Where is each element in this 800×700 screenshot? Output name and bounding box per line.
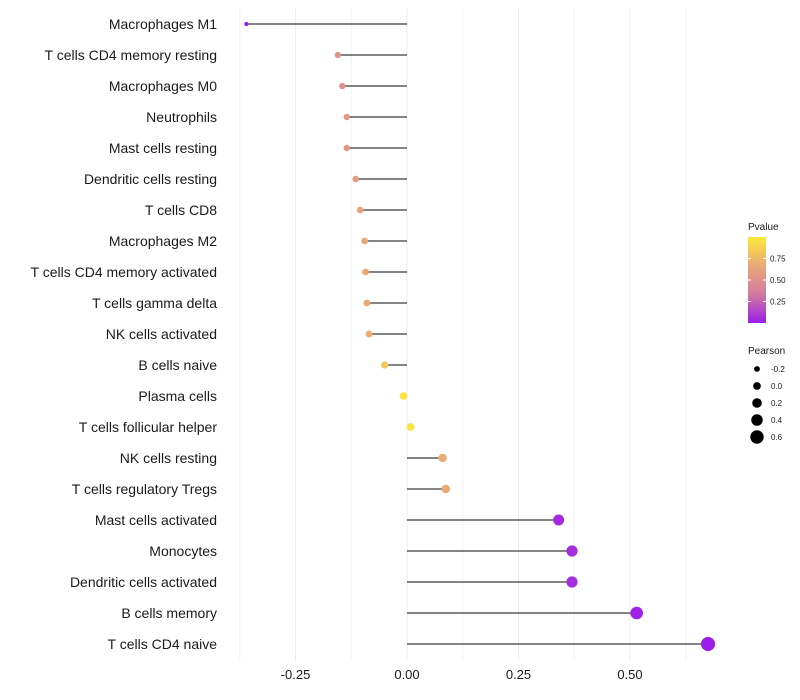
category-label: T cells regulatory Tregs <box>72 481 217 497</box>
lollipop-dot <box>553 514 565 526</box>
lollipop-dot <box>438 453 447 463</box>
category-label: NK cells activated <box>106 326 217 342</box>
pvalue-legend-title: Pvalue <box>748 222 779 233</box>
lollipop-dot <box>399 392 408 400</box>
pearson-legend-label: 0.4 <box>771 416 783 425</box>
category-label: B cells memory <box>121 605 217 621</box>
category-label: T cells CD4 naive <box>108 636 218 652</box>
pearson-legend-dot <box>753 382 761 390</box>
category-label: Dendritic cells resting <box>84 171 217 187</box>
category-label: Plasma cells <box>138 388 217 404</box>
pearson-legend-dot <box>754 366 760 372</box>
category-label: Macrophages M2 <box>109 233 217 249</box>
grid-lines <box>239 8 687 660</box>
category-label: Neutrophils <box>146 109 217 125</box>
lollipop-dot <box>339 82 346 90</box>
pearson-legend-dot <box>750 430 764 444</box>
lollipop-dot <box>365 330 373 338</box>
pvalue-colorbar <box>748 237 766 323</box>
lollipop-dot <box>361 237 369 245</box>
pearson-legend-dot <box>751 414 763 426</box>
category-label: T cells CD8 <box>145 202 217 218</box>
lollipop-dot <box>441 484 451 494</box>
category-label: NK cells resting <box>120 450 217 466</box>
lollipop-stems <box>246 23 709 645</box>
pearson-legend-label: 0.0 <box>771 382 783 391</box>
lollipop-dot <box>566 545 578 557</box>
category-label: B cells naive <box>138 357 217 373</box>
category-label: Monocytes <box>149 543 217 559</box>
category-label: Mast cells activated <box>95 512 217 528</box>
lollipop-dot <box>352 175 360 183</box>
category-label: T cells gamma delta <box>92 295 217 311</box>
lollipop-dot <box>700 636 716 652</box>
lollipop-dot <box>343 144 350 152</box>
pvalue-legend-label: 0.50 <box>770 276 786 285</box>
category-label: T cells follicular helper <box>79 419 218 435</box>
pearson-legend-dot <box>752 398 762 408</box>
x-tick-label: -0.25 <box>281 667 311 682</box>
lollipop-dot <box>244 21 249 27</box>
lollipop-dot <box>362 268 369 276</box>
category-label: Mast cells resting <box>109 140 217 156</box>
category-label: T cells CD4 memory activated <box>31 264 217 280</box>
category-label: Macrophages M0 <box>109 78 217 94</box>
lollipop-dots <box>244 21 716 652</box>
pearson-legend-label: -0.2 <box>771 365 785 374</box>
lollipop-dot <box>406 423 415 431</box>
category-label: Macrophages M1 <box>109 16 217 32</box>
lollipop-dot <box>356 206 364 214</box>
lollipop-dot <box>630 606 643 620</box>
lollipop-dot <box>334 51 341 59</box>
x-axis-ticks: -0.25 0.00 0.25 0.50 <box>281 667 643 682</box>
lollipop-dot <box>343 113 350 121</box>
pvalue-legend-label: 0.25 <box>770 298 786 307</box>
lollipop-dot <box>363 299 371 307</box>
lollipop-dot <box>381 361 389 369</box>
category-labels: Macrophages M1 T cells CD4 memory resting… <box>31 16 218 652</box>
category-label: T cells CD4 memory resting <box>45 47 217 63</box>
pvalue-legend-label: 0.75 <box>770 255 786 264</box>
pvalue-legend: Pvalue 0.25 0.50 0.75 <box>748 222 786 323</box>
x-tick-label: 0.50 <box>617 667 642 682</box>
lollipop-dot <box>566 576 578 588</box>
pearson-legend-title: Pearson <box>748 346 785 357</box>
pearson-legend-label: 0.6 <box>771 433 783 442</box>
x-tick-label: 0.00 <box>394 667 419 682</box>
category-label: Dendritic cells activated <box>70 574 217 590</box>
x-tick-label: 0.25 <box>506 667 531 682</box>
pearson-legend-label: 0.2 <box>771 399 783 408</box>
pearson-legend: Pearson -0.2 0.0 0.2 0.4 0.6 <box>748 346 785 444</box>
